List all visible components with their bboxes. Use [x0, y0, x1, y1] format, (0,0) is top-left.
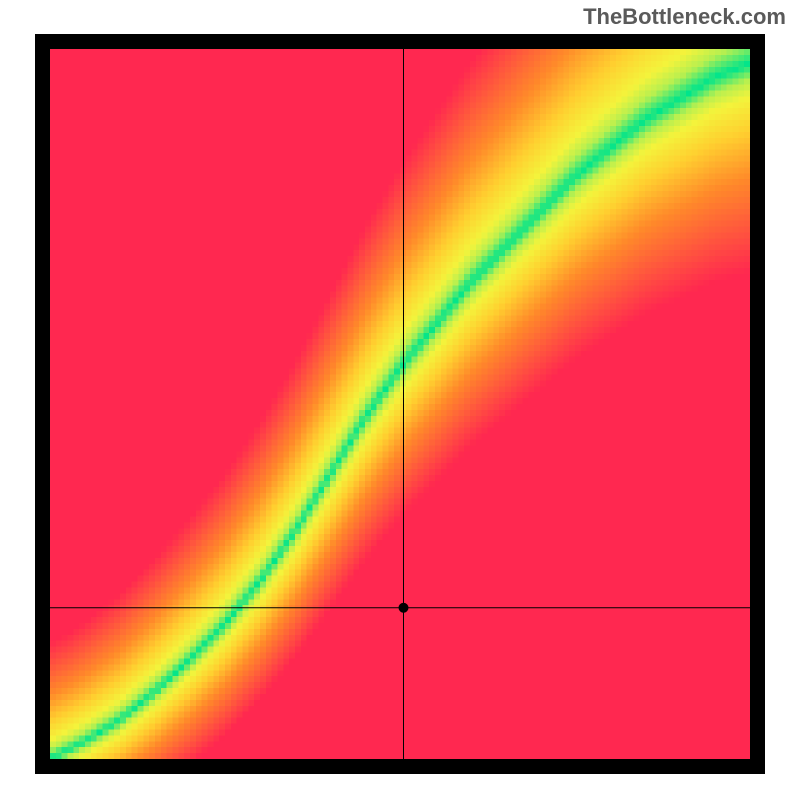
bottleneck-heatmap	[50, 49, 750, 759]
chart-plot-area	[35, 34, 765, 774]
source-watermark: TheBottleneck.com	[583, 4, 786, 30]
figure-container: TheBottleneck.com	[0, 0, 800, 800]
